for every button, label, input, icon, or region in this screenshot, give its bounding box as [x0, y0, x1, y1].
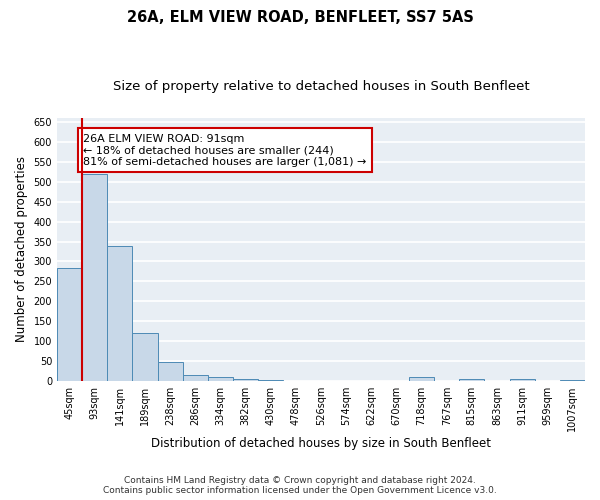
- Text: 26A ELM VIEW ROAD: 91sqm
← 18% of detached houses are smaller (244)
81% of semi-: 26A ELM VIEW ROAD: 91sqm ← 18% of detach…: [83, 134, 367, 167]
- Bar: [57, 268, 82, 381]
- X-axis label: Distribution of detached houses by size in South Benfleet: Distribution of detached houses by size …: [151, 437, 491, 450]
- Bar: [409, 377, 434, 381]
- Bar: [183, 375, 208, 381]
- Y-axis label: Number of detached properties: Number of detached properties: [15, 156, 28, 342]
- Text: 26A, ELM VIEW ROAD, BENFLEET, SS7 5AS: 26A, ELM VIEW ROAD, BENFLEET, SS7 5AS: [127, 10, 473, 25]
- Bar: [208, 377, 233, 381]
- Bar: [560, 380, 585, 381]
- Bar: [509, 379, 535, 381]
- Bar: [107, 246, 133, 381]
- Bar: [459, 379, 484, 381]
- Bar: [258, 380, 283, 381]
- Text: Contains HM Land Registry data © Crown copyright and database right 2024.
Contai: Contains HM Land Registry data © Crown c…: [103, 476, 497, 495]
- Title: Size of property relative to detached houses in South Benfleet: Size of property relative to detached ho…: [113, 80, 529, 93]
- Bar: [133, 334, 158, 381]
- Bar: [233, 379, 258, 381]
- Bar: [158, 362, 183, 381]
- Bar: [82, 174, 107, 381]
